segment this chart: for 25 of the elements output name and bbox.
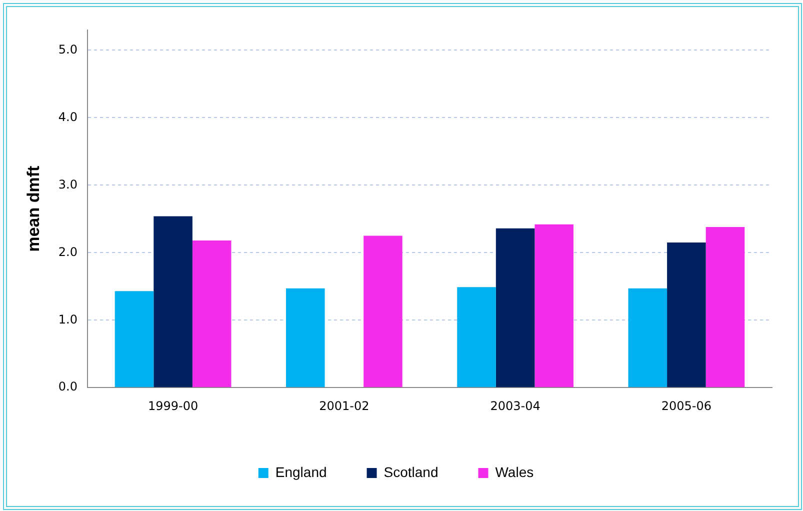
bar bbox=[628, 288, 668, 388]
x-tick-label: 2003-04 bbox=[490, 398, 540, 413]
x-tick-label: 2001-02 bbox=[319, 398, 370, 413]
bar bbox=[706, 227, 745, 388]
bar bbox=[154, 216, 192, 388]
legend-label: Wales bbox=[495, 464, 534, 480]
x-tick-label: 2005-06 bbox=[661, 398, 712, 413]
bar bbox=[192, 240, 232, 388]
bar bbox=[496, 228, 535, 388]
y-tick-label: 4.0 bbox=[58, 110, 78, 124]
legend-label: Scotland bbox=[384, 464, 438, 480]
y-tick-label: 2.0 bbox=[58, 244, 78, 259]
bar bbox=[457, 287, 496, 388]
bar bbox=[667, 242, 706, 388]
bar bbox=[534, 224, 574, 388]
y-tick-label: 3.0 bbox=[58, 177, 78, 192]
bar bbox=[286, 288, 325, 388]
x-tick-label: 1999-00 bbox=[148, 398, 198, 413]
legend-label: England bbox=[275, 464, 327, 480]
y-tick-label: 1.0 bbox=[58, 312, 78, 326]
y-tick-label: 0.0 bbox=[58, 380, 78, 394]
bar bbox=[114, 291, 154, 388]
y-tick-label: 5.0 bbox=[58, 42, 78, 56]
bar bbox=[364, 236, 402, 388]
y-axis-title: mean dmft bbox=[24, 165, 43, 252]
